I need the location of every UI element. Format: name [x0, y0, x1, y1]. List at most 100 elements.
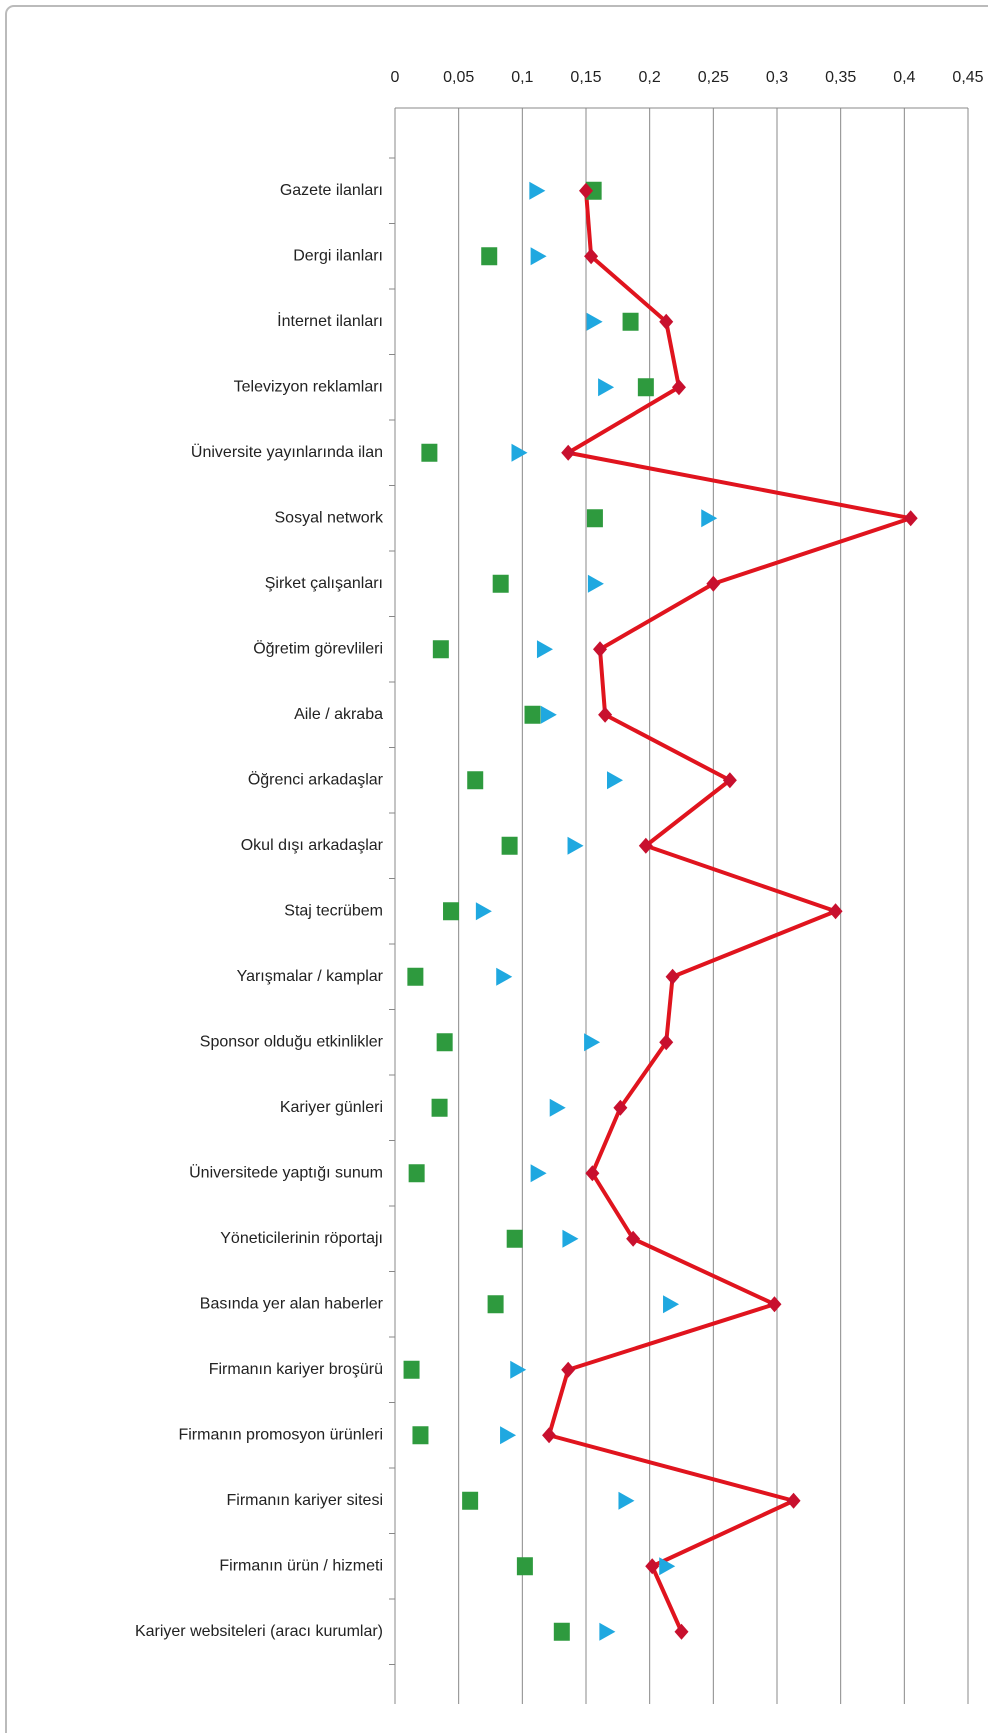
square-marker — [524, 705, 541, 724]
y-tick-label: Gazete ilanları — [280, 182, 383, 199]
diamond-marker — [659, 313, 674, 330]
x-tick-label: 0,3 — [766, 69, 788, 86]
diamond-marker — [706, 575, 721, 592]
x-tick-label: 0,35 — [825, 69, 856, 86]
diamond-marker — [767, 1296, 782, 1313]
y-tick-label: İnternet ilanları — [277, 311, 383, 330]
y-tick-label: Şirket çalışanları — [265, 575, 383, 592]
y-tick-label: Firmanın kariyer broşürü — [209, 1361, 383, 1378]
triangle-marker — [510, 1360, 527, 1379]
triangle-marker — [598, 378, 615, 397]
x-tick-label: 0,4 — [893, 69, 915, 86]
square-marker — [585, 181, 602, 200]
square-marker — [501, 836, 518, 855]
square-marker — [436, 1033, 453, 1052]
y-tick-label: Sponsor olduğu etkinlikler — [200, 1033, 384, 1050]
y-tick-label: Öğrenci arkadaşlar — [248, 770, 384, 788]
square-marker — [553, 1622, 570, 1641]
square-marker — [586, 509, 603, 528]
diamond-marker — [659, 1034, 674, 1051]
triangle-marker — [567, 836, 584, 855]
diamond-marker — [903, 510, 918, 527]
square-marker — [481, 247, 498, 266]
square-marker — [622, 312, 639, 331]
triangle-marker — [663, 1295, 680, 1314]
triangle-marker — [599, 1622, 616, 1641]
x-tick-label: 0,15 — [570, 69, 601, 86]
square-marker — [432, 640, 449, 659]
diamond-marker — [722, 772, 737, 789]
triangle-marker — [562, 1229, 579, 1248]
diamond-marker — [584, 248, 599, 265]
triangle-marker — [511, 443, 528, 462]
square-marker — [487, 1295, 504, 1314]
diamond-marker — [828, 903, 843, 920]
diamond-marker — [561, 444, 576, 461]
y-tick-label: Basında yer alan haberler — [200, 1295, 384, 1312]
y-tick-label: Kariyer websiteleri (aracı kurumlar) — [135, 1623, 383, 1640]
triangle-marker — [500, 1426, 517, 1445]
square-marker — [506, 1229, 523, 1248]
square-marker — [403, 1360, 420, 1379]
diamond-marker — [598, 706, 613, 723]
diamond-marker — [665, 968, 680, 985]
triangle-marker — [586, 312, 603, 331]
square-marker — [431, 1098, 448, 1117]
y-tick-label: Üniversite yayınlarında ilan — [191, 443, 383, 461]
square-marker — [467, 771, 484, 790]
y-tick-label: Dergi ilanları — [293, 247, 383, 264]
square-marker — [412, 1426, 429, 1445]
square-marker — [407, 967, 424, 986]
diamond-marker — [613, 1099, 628, 1116]
triangle-marker — [530, 247, 547, 266]
diamond-marker — [786, 1492, 801, 1509]
diamond-marker — [671, 379, 686, 396]
x-tick-label: 0 — [391, 69, 400, 86]
y-tick-label: Firmanın ürün / hizmeti — [219, 1557, 383, 1574]
square-marker — [516, 1557, 533, 1576]
triangle-marker — [540, 705, 557, 724]
y-tick-label: Okul dışı arkadaşlar — [241, 837, 384, 854]
triangle-marker — [530, 1164, 547, 1183]
diamond-marker — [542, 1427, 557, 1444]
square-marker — [492, 574, 509, 593]
diamond-marker — [638, 837, 653, 854]
triangle-marker — [536, 640, 553, 659]
y-tick-label: Staj tecrübem — [284, 902, 383, 919]
square-marker — [443, 902, 460, 921]
triangle-marker — [701, 509, 718, 528]
frame — [5, 5, 988, 1733]
y-tick-label: Öğretim görevlileri — [253, 639, 383, 657]
triangle-marker — [659, 1557, 676, 1576]
square-marker — [637, 378, 654, 397]
triangle-marker — [529, 181, 546, 200]
diamond-marker — [645, 1558, 660, 1575]
diamond-marker — [626, 1230, 641, 1247]
triangle-marker — [607, 771, 624, 790]
y-tick-label: Televizyon reklamları — [234, 378, 383, 395]
y-tick-label: Üniversitede yaptığı sunum — [189, 1163, 383, 1181]
y-tick-label: Yöneticilerinin röportajı — [220, 1230, 383, 1247]
diamond-marker — [561, 1361, 576, 1378]
y-tick-label: Kariyer günleri — [280, 1099, 383, 1116]
triangle-marker — [587, 574, 604, 593]
y-tick-label: Aile / akraba — [294, 706, 383, 723]
triangle-marker — [618, 1491, 635, 1510]
y-tick-label: Sosyal network — [275, 509, 384, 526]
triangle-marker — [496, 967, 513, 986]
diamond-marker — [674, 1623, 689, 1640]
y-tick-label: Firmanın promosyon ürünleri — [178, 1426, 383, 1443]
x-tick-label: 0,25 — [698, 69, 729, 86]
x-tick-label: 0,05 — [443, 69, 474, 86]
diamond-marker — [585, 1165, 600, 1182]
x-tick-label: 0,1 — [511, 69, 533, 86]
y-tick-label: Yarışmalar / kamplar — [237, 968, 384, 985]
square-marker — [421, 443, 438, 462]
diamond-marker — [593, 641, 608, 658]
x-tick-label: 0,2 — [639, 69, 661, 86]
square-marker — [462, 1491, 479, 1510]
triangle-marker — [584, 1033, 601, 1052]
square-marker — [408, 1164, 425, 1183]
diamond-marker — [579, 182, 593, 199]
